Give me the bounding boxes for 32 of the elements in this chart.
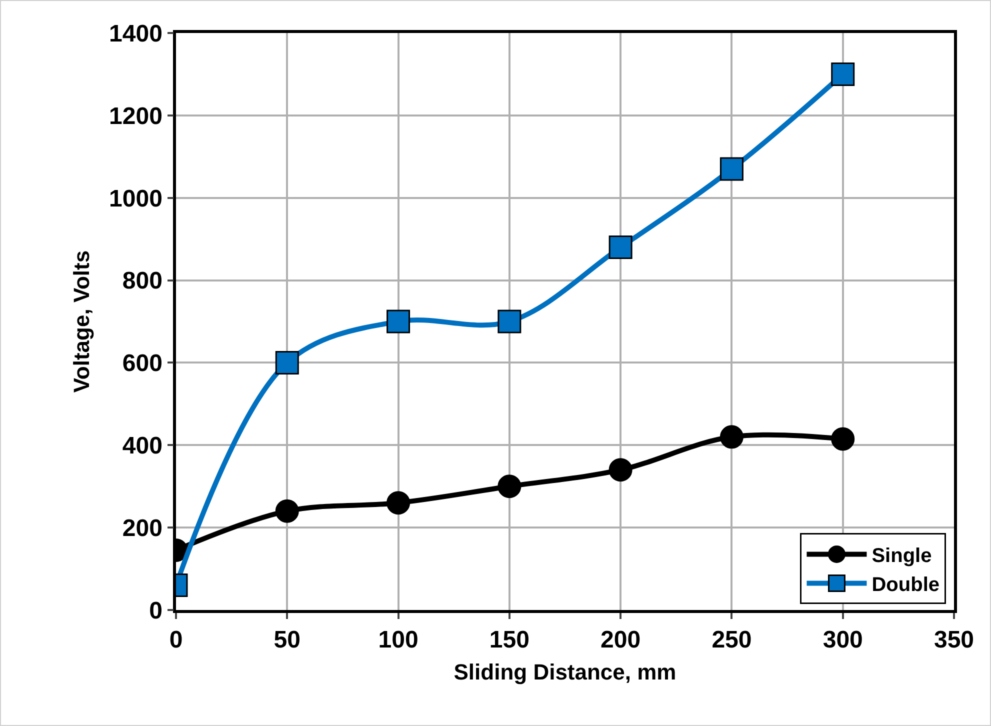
- y-tick-label: 400: [122, 432, 162, 460]
- point: [498, 310, 522, 334]
- x-tick-label: 200: [600, 626, 641, 654]
- point: [608, 458, 632, 482]
- x-axis-title: Sliding Distance, mm: [454, 659, 676, 684]
- point: [498, 474, 522, 498]
- point: [386, 491, 410, 515]
- y-tick-label: 1000: [109, 185, 162, 212]
- y-tick-label: 600: [122, 350, 162, 378]
- point: [386, 310, 410, 334]
- y-axis-title: Voltage, Volts: [68, 250, 94, 393]
- point: [720, 425, 744, 449]
- y-tick-label: 0: [149, 597, 162, 624]
- x-tick-label: 100: [378, 626, 418, 654]
- x-tick-label: 250: [712, 626, 752, 654]
- x-tick-label: 0: [169, 626, 183, 654]
- x-tick-label: 50: [274, 626, 300, 654]
- point: [275, 499, 299, 523]
- x-tick-label: 350: [934, 626, 974, 654]
- y-tick-label: 800: [122, 268, 162, 295]
- point: [831, 62, 855, 86]
- y-tick-label: 1200: [109, 102, 162, 130]
- point: [608, 236, 632, 260]
- x-tick-label: 150: [489, 626, 530, 654]
- x-tick-label: 300: [822, 626, 863, 654]
- y-tick-label: 1400: [109, 20, 162, 48]
- y-tick-label: 200: [122, 514, 162, 542]
- point: [275, 350, 299, 374]
- point: [720, 157, 744, 181]
- legend-label: Single: [872, 545, 932, 568]
- point: [831, 427, 855, 451]
- legend-label: Double: [872, 574, 940, 596]
